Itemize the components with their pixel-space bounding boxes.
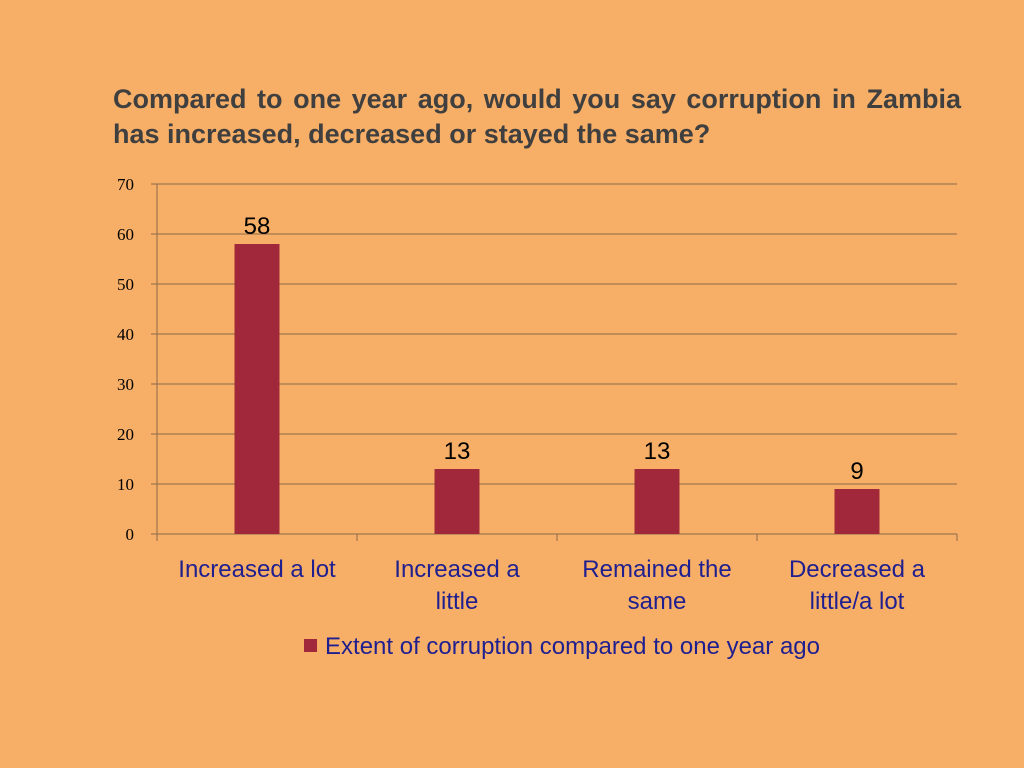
- x-category-label: Increased a little: [394, 556, 520, 615]
- axes: [151, 183, 958, 541]
- legend-swatch: [304, 639, 318, 652]
- y-tick-label: 40: [117, 325, 134, 344]
- x-category-label-line: little/a lot: [810, 588, 905, 615]
- bar: [834, 489, 880, 534]
- y-tick-label: 70: [117, 175, 134, 194]
- x-category-label: Decreased a little/a lot: [789, 556, 926, 615]
- y-axis-tick-labels: 0 10 20 30 40 50 60 70: [117, 175, 134, 544]
- chart-title: Compared to one year ago, would you say …: [113, 84, 961, 149]
- x-category-label-line: same: [628, 588, 687, 615]
- data-label: 9: [850, 458, 863, 485]
- y-tick-label: 50: [117, 275, 134, 294]
- gridlines: [157, 183, 957, 485]
- x-axis-category-labels: Increased a lot Increased a little Remained…: [178, 556, 925, 615]
- legend: Extent of corruption compared to one yea…: [304, 633, 820, 660]
- bar: [634, 469, 680, 534]
- data-label: 13: [644, 438, 671, 465]
- y-tick-label: 0: [126, 525, 135, 544]
- x-category-label-line: Remained the: [582, 556, 731, 583]
- y-tick-label: 60: [117, 225, 134, 244]
- data-label: 58: [244, 213, 271, 240]
- bar: [234, 244, 280, 534]
- data-labels: 58 13 13 9: [244, 213, 864, 485]
- x-category-label: Remained the same: [582, 556, 731, 615]
- x-category-label-line: Increased a: [394, 556, 520, 583]
- data-label: 13: [444, 438, 471, 465]
- y-tick-label: 20: [117, 425, 134, 444]
- y-tick-label: 10: [117, 475, 134, 494]
- legend-label: Extent of corruption compared to one yea…: [325, 633, 820, 660]
- x-category-label: Increased a lot: [178, 556, 336, 583]
- y-tick-label: 30: [117, 375, 134, 394]
- bar: [434, 469, 480, 534]
- x-category-label-line: Increased a lot: [178, 556, 336, 583]
- x-category-label-line: Decreased a: [789, 556, 926, 583]
- x-category-label-line: little: [436, 588, 479, 615]
- bars: [234, 244, 880, 534]
